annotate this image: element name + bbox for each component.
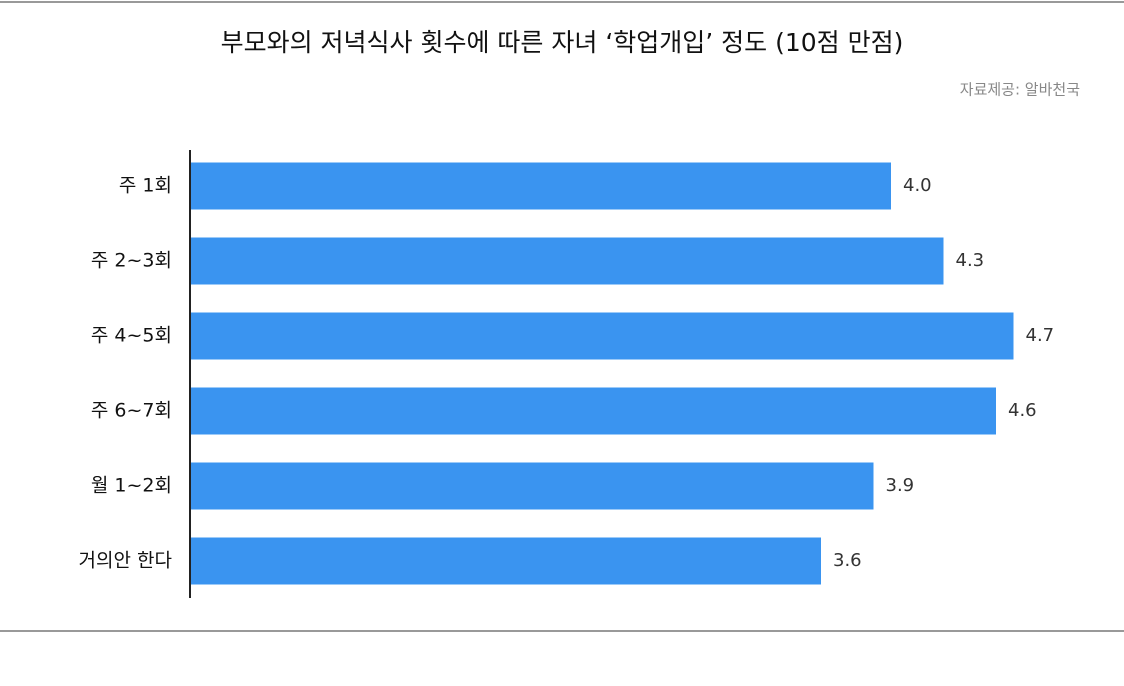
bar <box>191 387 996 435</box>
y-tick-label: 거의안 한다 <box>79 550 172 572</box>
bar <box>191 237 944 285</box>
value-label: 4.7 <box>1026 325 1055 346</box>
value-label: 4.0 <box>903 175 932 196</box>
bar <box>191 162 891 210</box>
y-tick-label: 주 6~7회 <box>91 400 172 422</box>
bar <box>191 537 821 585</box>
y-tick-label: 주 2~3회 <box>91 250 172 272</box>
value-label: 4.6 <box>1008 400 1037 421</box>
bar <box>191 312 1014 360</box>
y-tick-label: 주 1회 <box>119 175 172 197</box>
value-label: 3.9 <box>886 475 915 496</box>
y-tick-label: 월 1~2회 <box>91 475 172 497</box>
bar <box>191 462 874 510</box>
chart-title: 부모와의 저녁식사 횟수에 따른 자녀 ‘학업개입’ 정도 (10점 만점) <box>221 28 904 57</box>
source: 자료제공: 알바천국 <box>960 81 1080 99</box>
value-label: 3.6 <box>833 550 862 571</box>
value-label: 4.3 <box>956 250 985 271</box>
y-tick-label: 주 4~5회 <box>91 325 172 347</box>
